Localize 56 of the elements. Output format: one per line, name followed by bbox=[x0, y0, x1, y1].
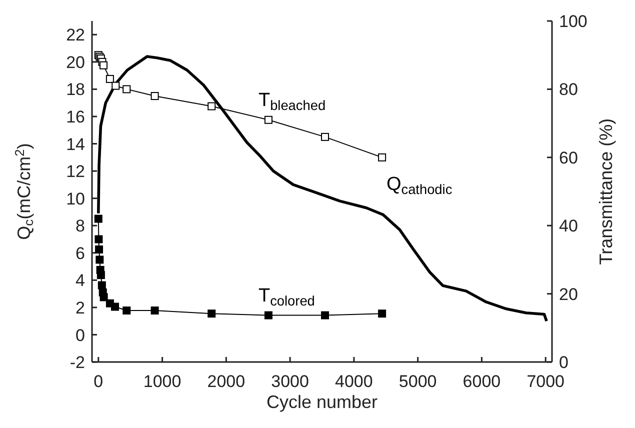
y-tick-label: 8 bbox=[76, 216, 85, 236]
point bbox=[208, 310, 216, 318]
point bbox=[122, 306, 131, 315]
point bbox=[111, 302, 119, 311]
y-tick-label: 12 bbox=[66, 162, 85, 182]
y2-tick-label: 100 bbox=[559, 12, 588, 32]
point bbox=[150, 92, 159, 100]
point bbox=[150, 306, 159, 315]
point bbox=[321, 311, 330, 320]
y-tick-label: 18 bbox=[66, 80, 85, 100]
y-tick-label: 2 bbox=[76, 298, 85, 318]
y-tick-label: 4 bbox=[76, 271, 85, 290]
y2-tick-label: 0 bbox=[559, 353, 568, 372]
point bbox=[106, 74, 114, 83]
x-tick-label: 4000 bbox=[335, 372, 373, 392]
point bbox=[122, 85, 131, 94]
x-tick-label: 3000 bbox=[271, 372, 309, 392]
point bbox=[321, 132, 330, 141]
y-tick-label: 10 bbox=[66, 189, 85, 208]
x-axis-title: Cycle number bbox=[266, 392, 378, 412]
point bbox=[208, 102, 216, 110]
y2-tick-label: 20 bbox=[559, 284, 578, 304]
point bbox=[96, 256, 104, 264]
y-tick-label: 20 bbox=[66, 52, 85, 72]
point bbox=[264, 116, 272, 124]
y-tick-label: 6 bbox=[76, 244, 85, 263]
y-tick-label: 16 bbox=[66, 108, 85, 127]
point bbox=[378, 310, 386, 318]
x-tick-label: 7000 bbox=[526, 372, 565, 392]
x-tick-label: 5000 bbox=[398, 372, 437, 392]
point bbox=[112, 82, 120, 90]
y2-tick-label: 60 bbox=[559, 148, 578, 168]
line-series bbox=[96, 55, 548, 322]
point bbox=[96, 271, 105, 280]
y-tick-label: 14 bbox=[66, 134, 85, 154]
series-label: T$_{bleached}$ bbox=[258, 90, 326, 112]
y-tick-label: -2 bbox=[70, 353, 85, 372]
x-tick-label: 6000 bbox=[462, 372, 501, 392]
point bbox=[94, 214, 102, 223]
point bbox=[95, 245, 104, 254]
y2-tick-label: 40 bbox=[559, 216, 578, 236]
x-tick-label: 2000 bbox=[207, 372, 246, 392]
point bbox=[100, 293, 108, 302]
y-tick-label: 0 bbox=[76, 326, 85, 345]
point bbox=[94, 235, 103, 244]
y2-tick-label: 80 bbox=[559, 80, 578, 100]
y2-axis-title: Transmittance (%) bbox=[596, 118, 616, 265]
point bbox=[378, 153, 386, 162]
point bbox=[100, 61, 108, 70]
series-label: T$_{colored}$ bbox=[258, 285, 315, 308]
point bbox=[98, 281, 106, 290]
point bbox=[264, 311, 272, 320]
x-tick-label: 1000 bbox=[143, 372, 182, 392]
x-tick-label: 0 bbox=[94, 372, 104, 392]
y-tick-label: 22 bbox=[66, 26, 85, 45]
series-label: Q$_{cathodic}$ bbox=[386, 174, 452, 196]
